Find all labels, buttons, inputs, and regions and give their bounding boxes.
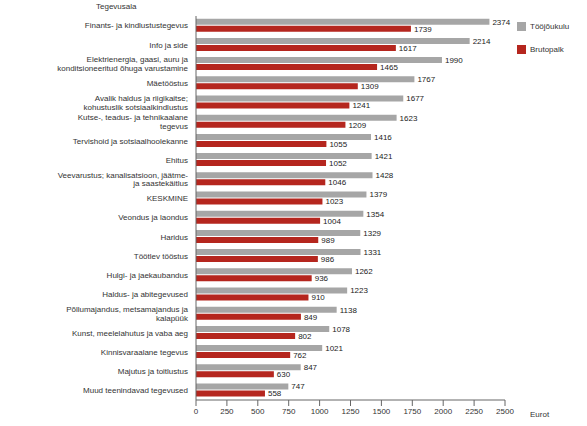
svg-text:1250: 1250 <box>342 407 360 416</box>
svg-text:1500: 1500 <box>373 407 391 416</box>
svg-text:1379: 1379 <box>369 190 387 199</box>
svg-text:250: 250 <box>220 407 234 416</box>
svg-text:847: 847 <box>304 363 318 372</box>
svg-text:Elektrienergia, gaasi, auru ja: Elektrienergia, gaasi, auru jakonditsion… <box>57 55 188 73</box>
svg-text:Muud teenindavad tegevused: Muud teenindavad tegevused <box>83 386 188 395</box>
svg-text:2214: 2214 <box>473 37 491 46</box>
svg-text:1223: 1223 <box>350 286 368 295</box>
html-text:Brutopalk: Brutopalk <box>530 45 564 54</box>
svg-text:Veondus ja laondus: Veondus ja laondus <box>118 213 188 222</box>
svg-text:1000: 1000 <box>311 407 329 416</box>
svg-text:1055: 1055 <box>329 140 347 149</box>
svg-text:747: 747 <box>291 382 305 391</box>
svg-text:1465: 1465 <box>380 63 398 72</box>
svg-text:Mäetööstus: Mäetööstus <box>147 79 188 88</box>
svg-text:0: 0 <box>194 407 199 416</box>
svg-text:1677: 1677 <box>406 94 424 103</box>
svg-text:Haldus- ja abitegevused: Haldus- ja abitegevused <box>102 290 188 299</box>
svg-text:762: 762 <box>293 351 307 360</box>
svg-text:2500: 2500 <box>496 407 514 416</box>
svg-text:1329: 1329 <box>363 229 381 238</box>
html-text:Tööjõukulu: Tööjõukulu <box>530 22 570 31</box>
svg-text:630: 630 <box>277 370 291 379</box>
svg-text:1331: 1331 <box>364 248 382 257</box>
svg-text:Kunst, meelelahutus ja vaba ae: Kunst, meelelahutus ja vaba aeg <box>72 329 188 338</box>
svg-text:1021: 1021 <box>325 344 343 353</box>
svg-text:2000: 2000 <box>434 407 452 416</box>
svg-text:910: 910 <box>311 293 325 302</box>
svg-text:1078: 1078 <box>332 325 350 334</box>
svg-text:500: 500 <box>251 407 265 416</box>
svg-text:1138: 1138 <box>340 306 358 315</box>
svg-text:750: 750 <box>282 407 296 416</box>
svg-text:Haridus: Haridus <box>160 233 188 242</box>
svg-text:1990: 1990 <box>445 56 463 65</box>
svg-text:Hulgi- ja jaekaubandus: Hulgi- ja jaekaubandus <box>107 271 188 280</box>
svg-text:Kinnisvaraalane tegevus: Kinnisvaraalane tegevus <box>101 348 188 357</box>
svg-text:1241: 1241 <box>352 101 370 110</box>
svg-text:1617: 1617 <box>399 44 417 53</box>
svg-text:1209: 1209 <box>348 121 366 130</box>
svg-text:1623: 1623 <box>400 114 418 123</box>
svg-text:1023: 1023 <box>325 197 343 206</box>
svg-text:936: 936 <box>315 274 329 283</box>
svg-text:1428: 1428 <box>376 171 394 180</box>
html-text:Eurot: Eurot <box>530 410 550 419</box>
svg-text:1416: 1416 <box>374 133 392 142</box>
svg-text:1004: 1004 <box>323 217 341 226</box>
svg-text:Info ja side: Info ja side <box>149 41 188 50</box>
svg-text:Töötlev tööstus: Töötlev tööstus <box>134 252 188 261</box>
svg-text:1767: 1767 <box>417 75 435 84</box>
svg-text:Kutse-, teadus- ja tehnikaalan: Kutse-, teadus- ja tehnikaalanetegevus <box>78 113 189 131</box>
svg-text:989: 989 <box>321 236 335 245</box>
svg-text:1309: 1309 <box>361 82 379 91</box>
svg-text:KESKMINE: KESKMINE <box>147 194 188 203</box>
svg-text:Majutus ja toitlustus: Majutus ja toitlustus <box>118 367 188 376</box>
html-text:Tegevusala: Tegevusala <box>96 2 137 11</box>
svg-text:Finants- ja kindlustustegevus: Finants- ja kindlustustegevus <box>85 21 188 30</box>
svg-text:849: 849 <box>304 313 318 322</box>
svg-text:1750: 1750 <box>403 407 421 416</box>
svg-text:1052: 1052 <box>329 159 347 168</box>
svg-text:802: 802 <box>298 332 312 341</box>
svg-text:558: 558 <box>268 389 282 398</box>
svg-text:2374: 2374 <box>492 18 510 27</box>
svg-text:1262: 1262 <box>355 267 373 276</box>
svg-text:1046: 1046 <box>328 178 346 187</box>
svg-text:Põllumajandus, metsamajandus j: Põllumajandus, metsamajandus jakalapüük <box>66 305 189 323</box>
svg-text:Ehitus: Ehitus <box>166 156 188 165</box>
svg-text:1421: 1421 <box>375 152 393 161</box>
svg-text:1739: 1739 <box>414 25 432 34</box>
svg-text:Avalik haldus ja riigikaitse;k: Avalik haldus ja riigikaitse;kohustuslik… <box>84 94 189 112</box>
svg-text:986: 986 <box>321 255 335 264</box>
svg-text:Veevarustus; kanalisatsioon, j: Veevarustus; kanalisatsioon, jäätme-ja s… <box>58 171 189 189</box>
svg-text:2250: 2250 <box>465 407 483 416</box>
svg-text:Tervishoid ja sotsiaalhoolekan: Tervishoid ja sotsiaalhoolekanne <box>73 137 189 146</box>
svg-text:1354: 1354 <box>366 210 384 219</box>
